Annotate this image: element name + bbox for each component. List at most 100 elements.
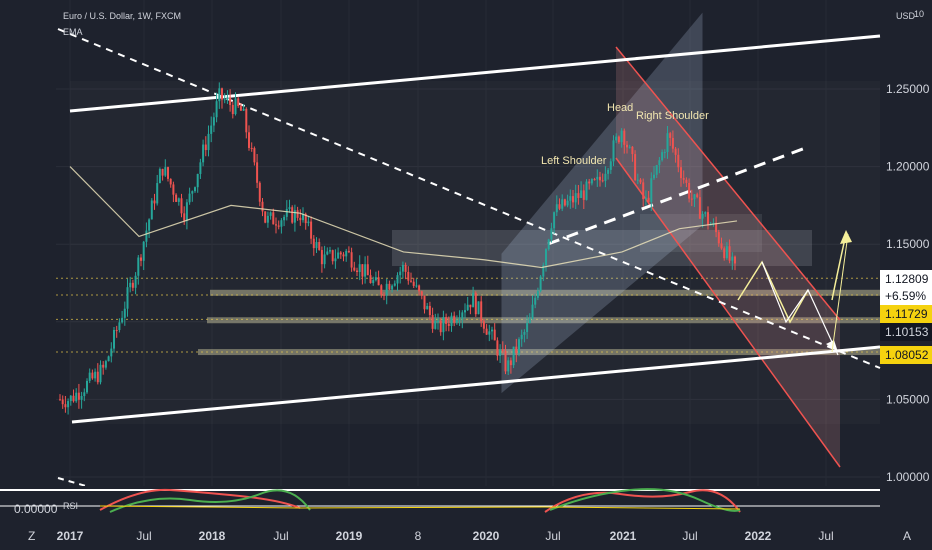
candle-body — [626, 144, 628, 148]
x-tick-label: 2021 — [610, 529, 637, 543]
candle-body — [153, 200, 156, 204]
candle-body — [320, 249, 323, 265]
rsi-value: 0.00000 — [14, 502, 58, 516]
rsi-wave-red-2 — [544, 489, 741, 513]
candle-body — [499, 349, 502, 356]
candle-body — [439, 320, 442, 333]
candle-body — [539, 276, 542, 292]
candle-body — [474, 292, 477, 315]
candle-body — [302, 213, 304, 221]
candle-body — [356, 270, 358, 272]
candle-body — [717, 232, 720, 244]
candle-body — [326, 251, 329, 255]
descending-channel-bottom — [615, 157, 841, 468]
price-tag-box — [880, 270, 932, 288]
projection-rise-line — [831, 233, 849, 353]
candle-body — [704, 212, 707, 214]
candle-body — [361, 264, 364, 277]
x-tick-label: 2018 — [199, 529, 226, 543]
chart-header: Euro / U.S. Dollar, 1W, FXCM EMA USD 10 … — [14, 9, 924, 543]
x-tick-label: Jul — [136, 529, 151, 543]
candle-body — [393, 283, 396, 286]
dashed-neckline — [547, 145, 809, 246]
candle-body — [588, 181, 591, 184]
candle-body — [67, 401, 70, 408]
candle-body — [599, 176, 601, 181]
candle-body — [399, 271, 402, 276]
candle-body — [407, 271, 410, 281]
candle-body — [418, 285, 421, 292]
candle-body — [615, 136, 618, 141]
price-tag-box — [880, 323, 932, 341]
candles — [59, 82, 736, 415]
price-tag-label: +6.59% — [885, 289, 926, 303]
candle-body — [723, 248, 726, 259]
candle-body — [118, 322, 121, 331]
candle-body — [620, 130, 623, 143]
candle-body — [304, 213, 307, 224]
horizontal-zone — [210, 289, 880, 296]
candle-body — [461, 312, 464, 320]
candle-body — [493, 329, 496, 341]
y-tick-label: 1.00000 — [886, 470, 930, 484]
candle-body — [496, 340, 499, 356]
candle-body — [464, 310, 466, 313]
candle-body — [183, 213, 186, 221]
right-shoulder-label: Right Shoulder — [636, 110, 709, 122]
bottom-right-button[interactable]: A — [903, 529, 911, 543]
candle-body — [526, 323, 529, 332]
candle-body — [617, 136, 620, 143]
candle-body — [504, 351, 507, 372]
candle-body — [61, 399, 64, 405]
candle-body — [242, 108, 245, 111]
candle-body — [644, 197, 647, 200]
candle-body — [191, 191, 194, 194]
candle-body — [639, 179, 642, 183]
candle-body — [80, 396, 83, 400]
candle-body — [199, 162, 202, 174]
candle-body — [223, 99, 226, 101]
candle-body — [194, 187, 196, 192]
x-tick-label: Jul — [682, 529, 697, 543]
candle-body — [682, 178, 685, 180]
channel-lower-line — [71, 345, 881, 424]
rsi-wave-green — [109, 489, 311, 513]
candle-body — [674, 148, 677, 155]
grid — [56, 0, 880, 520]
candle-body — [658, 160, 661, 166]
candle-body — [253, 148, 256, 163]
candle-body — [553, 212, 556, 229]
x-tick-label: Jul — [545, 529, 560, 543]
descending-channel-fill — [616, 47, 840, 467]
candle-body — [296, 210, 299, 218]
candle-body — [77, 392, 80, 400]
candle-body — [731, 256, 734, 261]
candle-body — [115, 329, 118, 331]
candle-body — [501, 349, 504, 352]
candle-body — [566, 200, 569, 206]
descending-channel-top — [615, 46, 841, 321]
candle-body — [353, 267, 356, 271]
bottom-left-button[interactable]: Z — [28, 529, 35, 543]
candle-body — [550, 228, 553, 240]
candle-body — [212, 117, 215, 126]
candle-body — [266, 215, 269, 223]
candle-body — [307, 221, 310, 224]
left-shoulder-label: Left Shoulder — [541, 155, 607, 167]
rsi-wave-red — [99, 488, 301, 511]
candle-body — [383, 294, 385, 296]
candle-body — [520, 334, 523, 340]
channel-upper-line — [69, 34, 881, 113]
candle-body — [631, 146, 634, 155]
candle-body — [426, 305, 429, 310]
price-tag-box — [880, 346, 932, 364]
candle-body — [269, 212, 272, 216]
candle-body — [420, 291, 423, 296]
candle-body — [580, 190, 583, 198]
candle-body — [261, 201, 264, 212]
candle-body — [720, 243, 723, 249]
candle-body — [299, 217, 302, 221]
candle-body — [434, 320, 437, 329]
candle-body — [131, 282, 134, 288]
